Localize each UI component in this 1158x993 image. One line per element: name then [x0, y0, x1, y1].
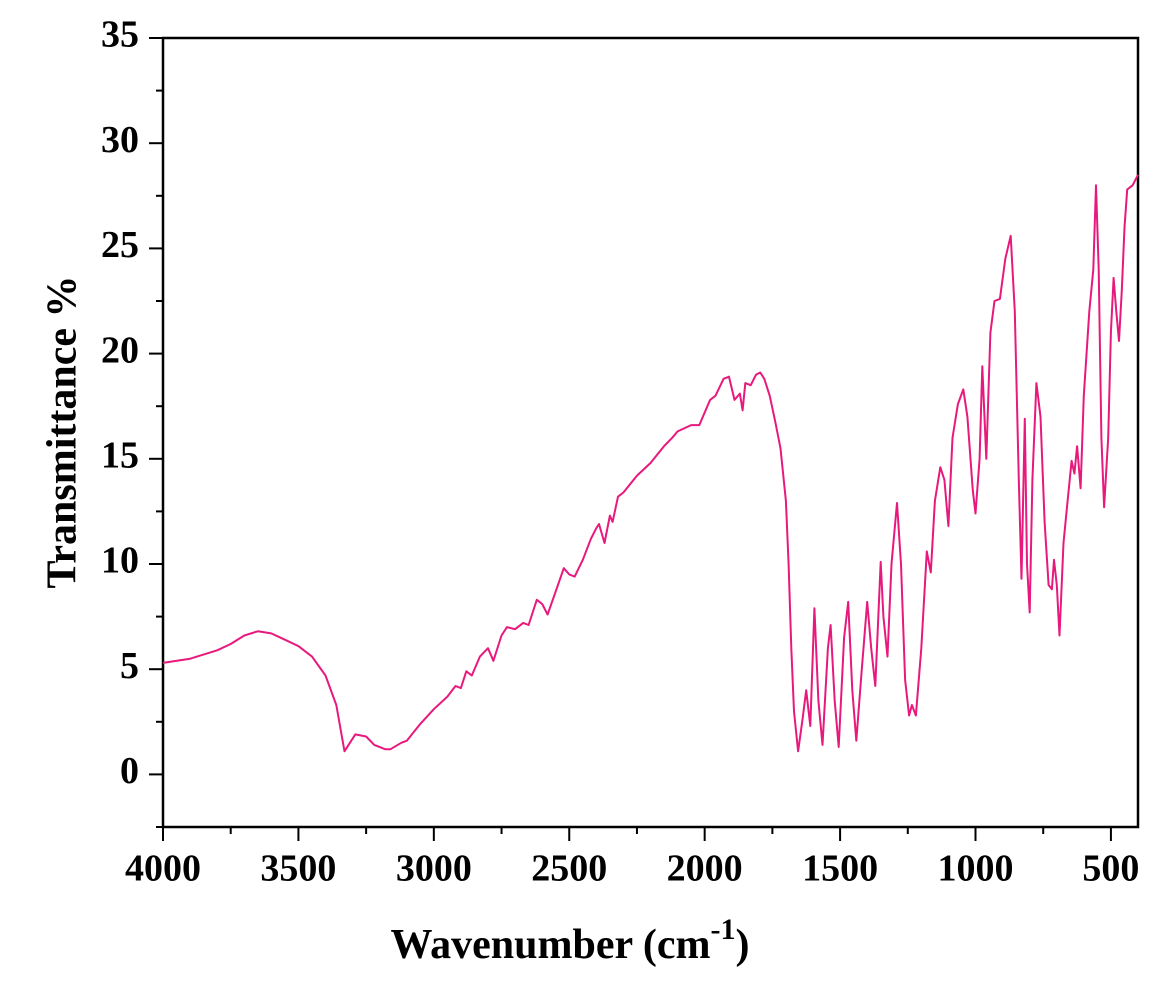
- y-tick-label: 20: [101, 329, 139, 371]
- spectrum-line: [162, 174, 1139, 753]
- y-tick-label: 10: [101, 540, 139, 582]
- x-tick-label: 1000: [938, 848, 1014, 890]
- x-tick-label: 3500: [260, 848, 336, 890]
- plot-frame: [161, 36, 1140, 829]
- y-tick-label: 35: [101, 14, 139, 56]
- y-tick-label: 5: [120, 645, 139, 687]
- x-tick-label: 1500: [802, 848, 878, 890]
- x-label-main: Wavenumber (cm: [390, 922, 710, 968]
- y-axis-label: Transmittance %: [40, 275, 86, 588]
- x-tick-label: 4000: [125, 848, 201, 890]
- y-tick-label: 30: [101, 119, 139, 161]
- x-tick-label: 2500: [531, 848, 607, 890]
- y-tick-label: 15: [101, 435, 139, 477]
- x-tick-label: 3000: [396, 848, 472, 890]
- y-tick-label: 25: [101, 224, 139, 266]
- x-tick-label: 2000: [667, 848, 743, 890]
- x-tick-label: 500: [1082, 848, 1139, 890]
- x-axis-label: Wavenumber (cm-1): [390, 913, 749, 968]
- x-label-end: ): [736, 922, 750, 968]
- x-label-sup: -1: [711, 913, 736, 946]
- y-tick-label: 0: [120, 750, 139, 792]
